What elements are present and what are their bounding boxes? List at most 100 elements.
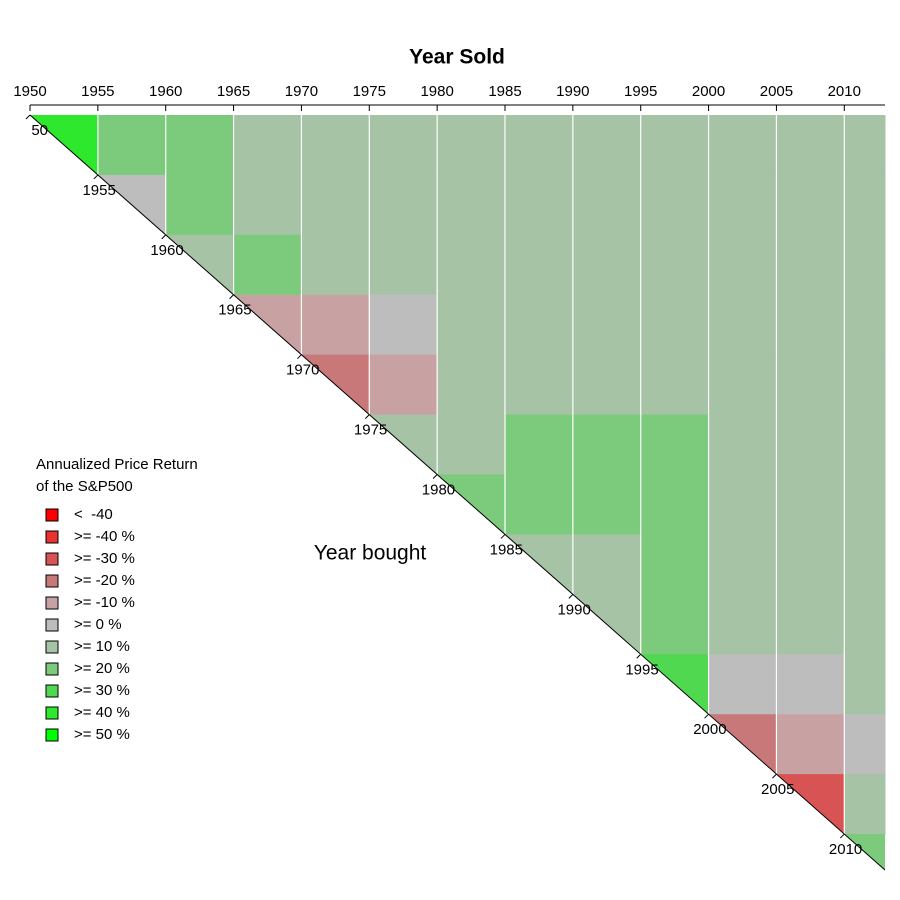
- y-tick-label: 2010: [829, 841, 862, 858]
- cell: [844, 354, 886, 416]
- y-tick-label: 1980: [422, 481, 455, 498]
- cell: [776, 414, 845, 476]
- legend-label: >= 20 %: [74, 660, 130, 677]
- cell: [640, 354, 710, 416]
- cell: [776, 654, 845, 715]
- cell: [844, 774, 886, 835]
- cell: [572, 474, 642, 535]
- x-tick-label: 1975: [353, 83, 386, 100]
- y-tick-label: 1970: [286, 362, 319, 379]
- cell: [437, 234, 506, 296]
- cell: [844, 414, 886, 476]
- x-tick-label: 2005: [760, 83, 793, 100]
- cell: [708, 115, 777, 176]
- cell: [505, 115, 574, 176]
- cell: [572, 354, 642, 416]
- cell: [233, 174, 302, 236]
- cell: [844, 294, 886, 356]
- y-tick-label: 1990: [557, 601, 590, 618]
- cell: [776, 474, 845, 535]
- cell: [369, 174, 438, 236]
- cell: [572, 234, 642, 296]
- cell: [640, 414, 710, 476]
- y-tick: [161, 234, 167, 240]
- legend-label: >= -40 %: [74, 528, 135, 545]
- cell: [708, 534, 777, 595]
- cell: [437, 354, 506, 416]
- cell: [708, 654, 777, 715]
- legend-label: >= 50 %: [74, 726, 130, 743]
- y-tick-label: 50: [31, 122, 48, 139]
- cell: [776, 294, 845, 356]
- axes: 1950 1955 1960 1965 1970 1975 1980 1985 1990 1995…: [13, 83, 886, 871]
- cell: [640, 174, 710, 236]
- y-axis-label: Year bought: [314, 542, 427, 565]
- cell: [301, 234, 370, 296]
- cell: [233, 294, 302, 355]
- y-tick: [839, 833, 845, 839]
- cell: [844, 474, 886, 535]
- cell: [708, 474, 777, 535]
- legend-label: >= 0 %: [74, 616, 122, 633]
- legend-swatch: [45, 596, 59, 610]
- y-tick: [93, 174, 99, 180]
- cell: [505, 234, 574, 296]
- x-tick-label: 1970: [285, 83, 318, 100]
- legend-title: Annualized Price Return: [36, 456, 198, 473]
- x-tick-label: 1960: [149, 83, 182, 100]
- cell: [844, 594, 886, 655]
- cell: [505, 174, 574, 236]
- legend-swatch: [45, 508, 59, 522]
- y-tick: [297, 354, 302, 360]
- cell: [165, 115, 235, 176]
- y-tick: [364, 414, 370, 419]
- y-tick: [25, 114, 31, 120]
- cell: [640, 294, 710, 356]
- y-tick: [432, 474, 438, 479]
- y-tick-label: 1955: [82, 182, 115, 199]
- cell: [505, 474, 574, 535]
- y-tick: [568, 594, 574, 599]
- legend: < -40 >= -40 % >= -30 % >= -20 % >= -10 % >= …: [45, 506, 135, 743]
- chart-title: Year Sold: [409, 46, 505, 69]
- y-tick-label: 1995: [625, 661, 658, 678]
- cell: [776, 534, 845, 595]
- legend-title: of the S&P500: [36, 478, 133, 495]
- x-tick-label: 1965: [217, 83, 250, 100]
- cell: [369, 115, 438, 176]
- legend-label: >= 10 %: [74, 638, 130, 655]
- cell: [640, 234, 710, 296]
- y-tick: [772, 773, 777, 779]
- cell: [776, 115, 845, 176]
- cell: [165, 174, 235, 236]
- cell: [437, 115, 506, 176]
- legend-swatch: [45, 662, 59, 676]
- legend-swatch: [45, 728, 59, 742]
- legend-swatch: [45, 552, 59, 566]
- cell: [844, 115, 886, 176]
- cell: [708, 234, 777, 296]
- cell: [369, 294, 438, 356]
- legend-label: >= 30 %: [74, 682, 130, 699]
- x-tick-label: 1995: [624, 83, 657, 100]
- y-tick: [229, 294, 234, 300]
- cell: [844, 654, 886, 715]
- legend-swatch: [45, 684, 59, 698]
- cell: [505, 414, 574, 476]
- cell: [437, 414, 506, 476]
- cell: [776, 354, 845, 416]
- cell: [437, 174, 506, 236]
- cell: [233, 115, 302, 176]
- cell: [844, 534, 886, 595]
- y-tick: [636, 653, 642, 659]
- y-tick-label: 1965: [218, 302, 251, 319]
- legend-label: >= -10 %: [74, 594, 135, 611]
- cell: [708, 174, 777, 236]
- y-tick-label: 1985: [490, 541, 523, 558]
- cell: [844, 234, 886, 296]
- cell: [437, 294, 506, 356]
- cell: [776, 234, 845, 296]
- legend-label: < -40: [74, 506, 113, 523]
- cell: [640, 534, 710, 595]
